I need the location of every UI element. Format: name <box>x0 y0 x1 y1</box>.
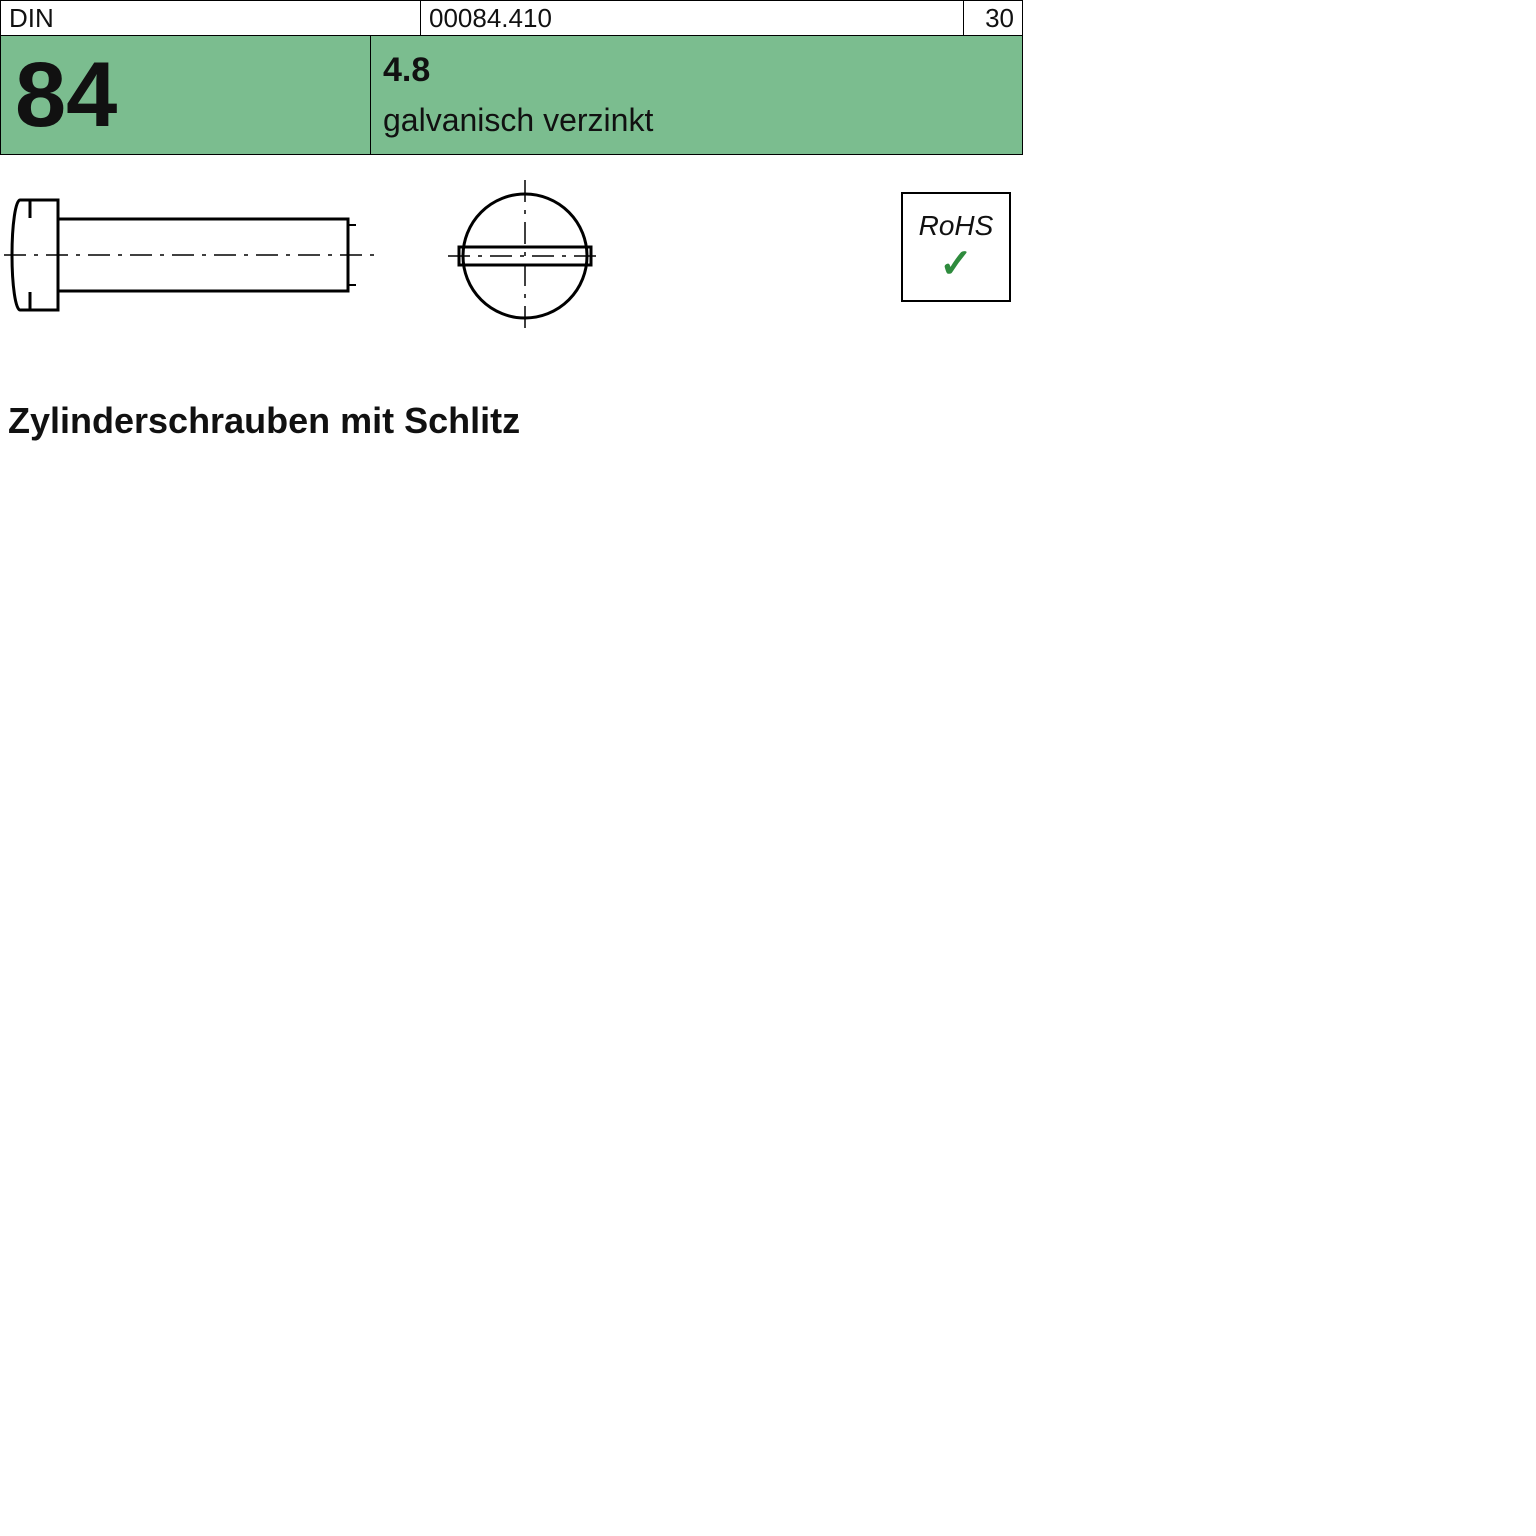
rohs-label: RoHS <box>919 210 994 242</box>
article-code-cell: 00084.410 <box>420 0 963 36</box>
rohs-badge: RoHS ✓ <box>901 192 1011 302</box>
standard-number: 84 <box>15 49 117 141</box>
screw-front-view <box>448 180 602 332</box>
screw-side-view <box>4 200 378 310</box>
standard-label-cell: DIN <box>0 0 420 36</box>
article-code: 00084.410 <box>429 3 552 34</box>
product-title: Zylinderschrauben mit Schlitz <box>8 400 520 442</box>
page-number-cell: 30 <box>963 0 1023 36</box>
screw-diagram-svg <box>0 170 700 350</box>
grade: 4.8 <box>383 51 1010 90</box>
spec-cell: 4.8 galvanisch verzinkt <box>370 35 1023 155</box>
standard-number-cell: 84 <box>0 35 370 155</box>
finish: galvanisch verzinkt <box>383 102 1010 139</box>
header-row-1: DIN 00084.410 30 <box>0 0 1023 36</box>
page-number: 30 <box>985 3 1014 34</box>
rohs-check-icon: ✓ <box>939 244 973 284</box>
header-row-2: 84 4.8 galvanisch verzinkt <box>0 35 1023 155</box>
standard-label: DIN <box>9 3 54 34</box>
datasheet-card: DIN 00084.410 30 84 4.8 galvanisch verzi… <box>0 0 1023 1023</box>
technical-drawing <box>0 170 1023 360</box>
